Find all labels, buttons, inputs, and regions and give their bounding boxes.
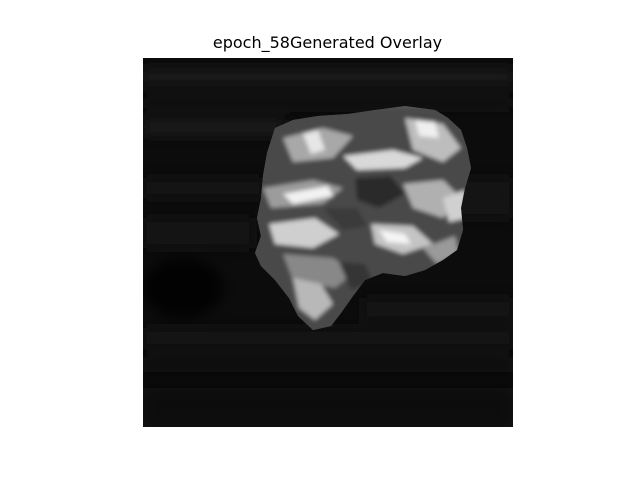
background-texture (143, 68, 513, 427)
tissue-region (255, 106, 471, 330)
image-axes (143, 58, 513, 427)
figure-title: epoch_58Generated Overlay (212, 33, 443, 52)
overlay-image (143, 58, 513, 427)
